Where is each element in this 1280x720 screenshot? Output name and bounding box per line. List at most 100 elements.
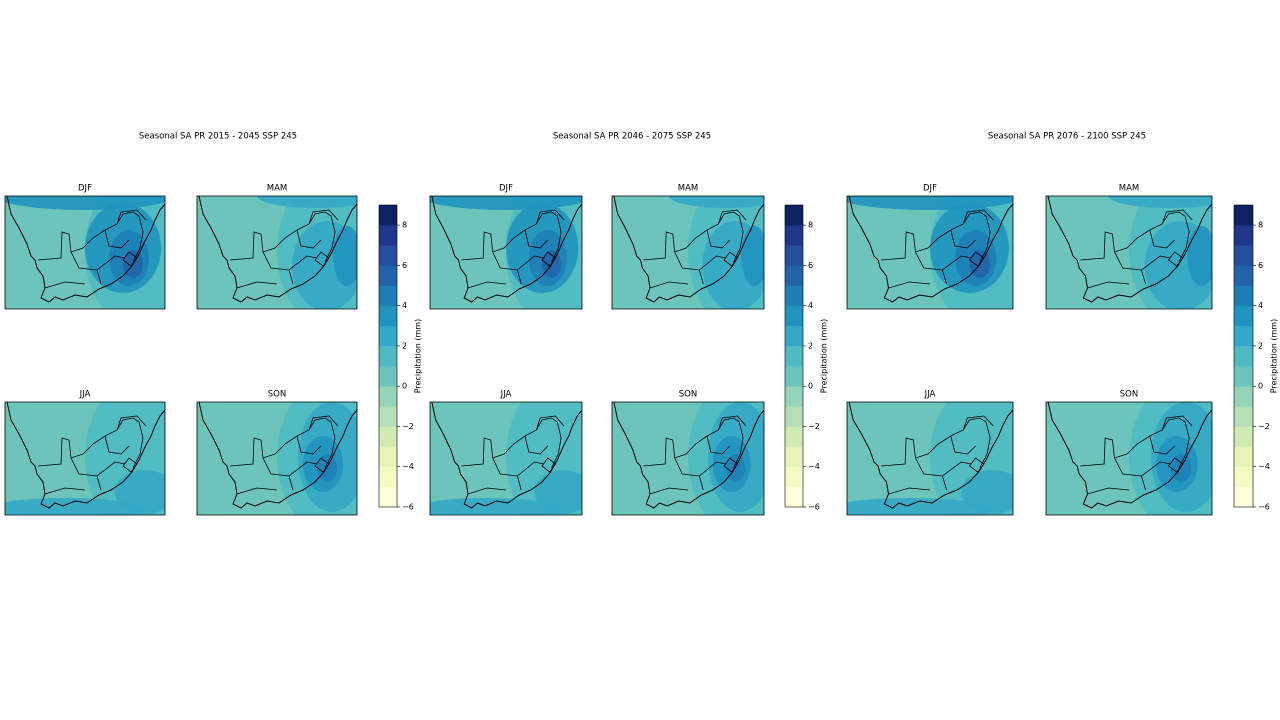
precip-zone <box>1170 454 1192 482</box>
colorbar-level <box>379 305 397 327</box>
colorbar-level <box>1234 345 1253 367</box>
precip-zone <box>257 196 357 208</box>
colorbar-level <box>379 446 397 468</box>
precip-zone <box>1108 196 1213 208</box>
colorbar-level <box>379 265 397 286</box>
map <box>411 382 601 532</box>
map-body <box>430 196 583 309</box>
map-frame <box>430 196 582 309</box>
map-frame <box>847 196 1013 309</box>
map-frame <box>197 196 357 309</box>
colorbar-level <box>1234 486 1253 508</box>
colorbar-tick-label: 2 <box>1258 341 1263 350</box>
coastline <box>7 196 165 302</box>
precip-zone <box>669 196 765 208</box>
panel-title: JJA <box>924 390 936 400</box>
map-body <box>1046 196 1213 309</box>
panel-title: SON <box>1120 390 1138 400</box>
precip-zone <box>847 498 993 515</box>
borders <box>230 210 338 288</box>
colorbar-level <box>1234 446 1253 468</box>
colorbar-level <box>785 386 803 407</box>
colorbar-level <box>379 285 397 306</box>
colorbar-tick-label: 0 <box>808 382 813 391</box>
colorbar-frame <box>1233 204 1254 508</box>
coastline <box>1048 196 1212 302</box>
map-frame <box>5 196 165 309</box>
map-body <box>197 402 357 515</box>
map <box>197 382 377 532</box>
colorbar-level <box>785 325 803 347</box>
colorbar-tick-label: −6 <box>402 503 414 512</box>
colorbar-level <box>1234 245 1253 266</box>
colorbar-tick-label: −4 <box>402 462 414 471</box>
colorbar-level <box>785 406 803 427</box>
colorbar-level <box>785 305 803 327</box>
coastline <box>432 196 582 302</box>
colorbar-level <box>1234 325 1253 347</box>
borders <box>881 416 993 494</box>
panel-title: MAM <box>678 184 698 194</box>
coastline <box>1048 402 1212 508</box>
coastline <box>432 402 582 508</box>
colorbar-level <box>785 225 803 246</box>
panel-title: MAM <box>1119 184 1139 194</box>
map-frame <box>847 402 1013 515</box>
borders <box>1080 416 1192 494</box>
coastline <box>849 196 1013 302</box>
coastline <box>199 402 357 508</box>
colorbar-tick-label: −2 <box>402 422 414 431</box>
map-body <box>430 402 583 515</box>
colorbar-level <box>1234 466 1253 488</box>
colorbar-level <box>379 406 397 427</box>
colorbar-level <box>379 325 397 347</box>
colorbar-level <box>1234 426 1253 447</box>
coastline <box>849 402 1013 508</box>
colorbar-tick-label: −2 <box>1258 422 1270 431</box>
map-body <box>5 196 165 309</box>
panel-title: MAM <box>267 184 287 194</box>
colorbar-level <box>379 245 397 266</box>
colorbar-level <box>1234 205 1253 226</box>
precip-zone <box>430 498 563 515</box>
colorbar-frame <box>378 204 398 508</box>
colorbar-tick-label: 4 <box>1258 301 1263 310</box>
colorbar-level <box>785 345 803 367</box>
borders <box>881 210 993 288</box>
map <box>612 382 783 532</box>
panel-title: DJF <box>78 184 92 194</box>
map-frame <box>612 196 764 309</box>
colorbar-label: Precipitation (mm) <box>820 319 829 393</box>
map-frame <box>1046 402 1212 515</box>
coastline <box>614 196 764 302</box>
map <box>1046 176 1233 326</box>
map <box>1046 382 1233 532</box>
colorbar-tick-label: 2 <box>402 341 407 350</box>
colorbar-level <box>785 265 803 286</box>
panel-title: DJF <box>499 184 513 194</box>
colorbar-tick-label: 0 <box>402 382 407 391</box>
precip-zone <box>726 454 745 482</box>
colorbar-level <box>379 345 397 367</box>
colorbar-level <box>379 466 397 488</box>
figure-title: Seasonal SA PR 2076 - 2100 SSP 245 <box>988 132 1146 142</box>
colorbar-level <box>785 205 803 226</box>
map <box>826 382 1034 532</box>
colorbar-tick-label: 6 <box>808 261 813 270</box>
colorbar-tick-label: −6 <box>808 503 820 512</box>
colorbar-level <box>379 366 397 387</box>
colorbar-tick-label: 2 <box>808 341 813 350</box>
colorbar-tick-label: 0 <box>1258 382 1263 391</box>
colorbar-tick-label: −4 <box>808 462 820 471</box>
map-body <box>847 402 1014 515</box>
colorbar-level <box>785 446 803 468</box>
borders <box>643 210 746 288</box>
borders <box>230 416 338 494</box>
colorbar-level <box>379 386 397 407</box>
map-frame <box>5 402 165 515</box>
colorbar-level <box>1234 406 1253 427</box>
colorbar-level <box>785 486 803 508</box>
colorbar-label: Precipitation (mm) <box>414 319 423 393</box>
colorbar-level <box>785 245 803 266</box>
